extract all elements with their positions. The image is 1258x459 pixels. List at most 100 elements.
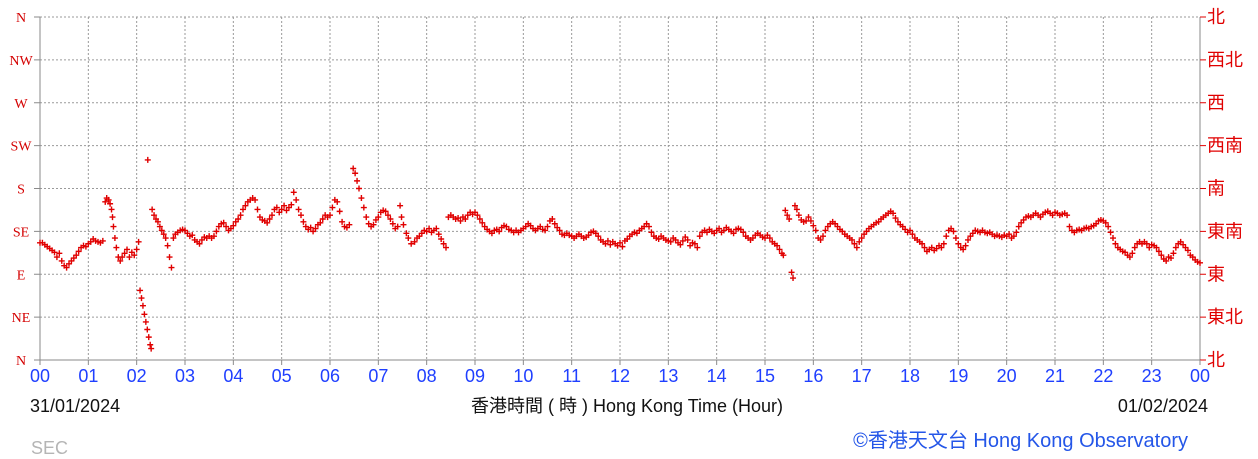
data-point [1131,244,1138,251]
data-point [856,238,863,245]
data-point [408,240,415,247]
data-point [776,246,783,253]
data-point [317,219,324,226]
data-point [1172,244,1179,251]
data-point [1158,252,1165,259]
data-point [144,326,151,333]
data-point [784,212,791,219]
data-point [938,244,945,251]
x-tick-label: 23 [1142,366,1162,386]
data-point [805,214,812,221]
data-point [595,233,602,240]
data-point [679,237,686,244]
data-point [716,225,723,232]
data-point [907,227,913,234]
data-point [457,217,464,224]
x-tick-label: 09 [465,366,485,386]
data-point [919,240,926,247]
data-point [909,231,916,238]
data-point [965,236,971,243]
data-point [126,254,133,261]
data-point [102,198,109,205]
data-point [145,334,152,341]
data-point [139,302,146,309]
data-point [1197,259,1203,266]
data-point [1129,250,1136,257]
data-point [363,214,370,221]
start-date: 31/01/2024 [30,396,120,416]
data-point [691,240,698,247]
data-point [196,240,203,247]
x-axis-title: 香港時間 ( 時 ) Hong Kong Time (Hour) [471,396,783,416]
data-point [858,235,865,242]
data-point [950,228,957,235]
y-tick-label-right: 東南 [1207,221,1243,241]
x-tick-label: 05 [272,366,292,386]
data-point [1112,240,1119,247]
data-point [780,252,787,259]
data-point [405,235,412,242]
data-point [339,218,346,225]
data-point [1015,223,1022,230]
data-point [350,165,357,172]
data-point [144,156,151,163]
data-point [397,202,404,209]
data-point [551,220,558,227]
x-tick-label: 17 [852,366,872,386]
data-point [443,244,449,251]
data-point [960,246,967,253]
data-point [433,225,440,232]
data-point [962,242,969,249]
data-point [955,240,962,247]
data-point [346,221,353,228]
x-tick-label: 03 [175,366,195,386]
data-point [298,212,304,219]
data-point [148,345,155,352]
data-point [237,212,244,219]
y-tick-label-right: 東 [1207,264,1225,284]
data-point [156,223,163,230]
data-point [358,195,365,202]
x-tick-label: 14 [707,366,727,386]
data-point [319,215,326,222]
data-point [133,246,140,253]
data-point [822,227,829,234]
data-point [293,196,300,203]
data-point [108,206,115,213]
data-point [235,215,242,222]
data-point [684,236,691,243]
data-point [476,215,483,222]
data-point [1170,250,1177,257]
data-point [107,200,114,207]
y-tick-label-left: NW [9,54,33,69]
data-point [438,235,445,242]
data-point [667,238,674,245]
data-point [786,215,793,222]
data-point [110,223,117,230]
x-tick-label: 21 [1045,366,1065,386]
data-point [542,227,549,234]
data-point [1110,235,1116,242]
data-point [1102,219,1109,226]
data-point [189,232,196,239]
y-tick-label-right: 南 [1207,179,1225,199]
end-date: 01/02/2024 [1118,396,1208,416]
data-point [496,228,503,235]
data-point [544,223,551,230]
data-point [119,254,126,261]
data-point [694,244,701,251]
data-point [121,250,128,257]
data-point [1126,254,1133,261]
data-point [113,244,120,251]
data-point [151,212,158,219]
data-point [111,235,118,242]
data-point [356,185,362,192]
data-point [435,231,442,238]
data-point [288,201,295,208]
data-point [1006,231,1013,238]
y-tick-label-right: 北 [1207,350,1225,370]
data-point [426,225,433,232]
data-point [890,210,897,217]
x-tick-label: 19 [948,366,968,386]
data-point [254,206,261,213]
